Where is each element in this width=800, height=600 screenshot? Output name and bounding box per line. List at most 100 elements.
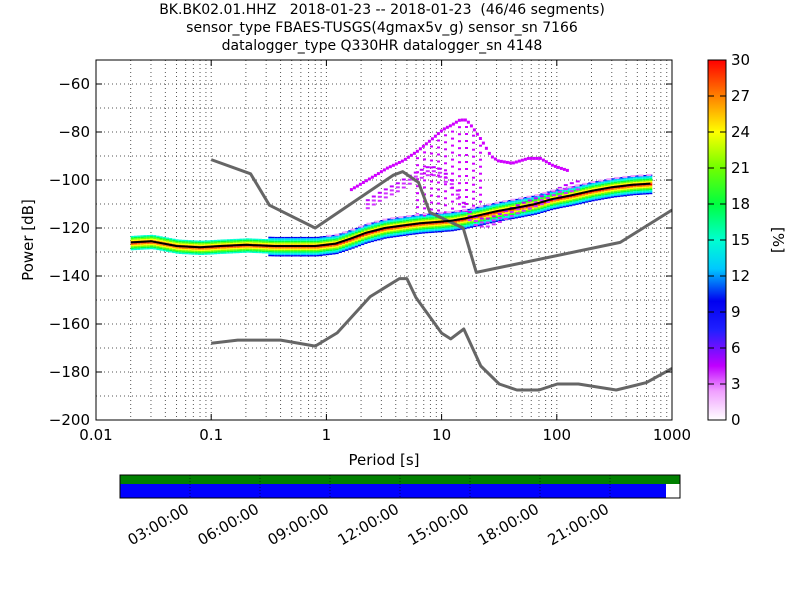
heatmap-cell xyxy=(383,228,387,230)
heatmap-cell xyxy=(303,249,307,252)
heatmap-cell xyxy=(303,253,307,256)
heatmap-cell xyxy=(380,229,384,231)
heatmap-cell xyxy=(594,198,598,200)
y-tick-label: −100 xyxy=(49,171,90,189)
heatmap-cell xyxy=(463,221,467,223)
heatmap-cell xyxy=(503,210,508,212)
heatmap-cell xyxy=(423,158,426,161)
y-tick-label: −80 xyxy=(58,123,90,141)
heatmap-cell xyxy=(524,207,528,209)
heatmap-cell xyxy=(633,189,637,192)
heatmap-cell xyxy=(181,248,186,251)
heatmap-cell xyxy=(181,243,186,246)
heatmap-cell xyxy=(457,222,461,224)
heatmap-cell xyxy=(335,237,339,239)
heatmap-cell xyxy=(156,238,160,240)
heatmap-cell xyxy=(572,195,576,197)
heatmap-cell xyxy=(229,250,234,253)
heatmap-cell xyxy=(458,196,461,199)
heatmap-cell xyxy=(629,187,634,190)
heatmap-cell xyxy=(549,208,554,211)
heatmap-cell xyxy=(185,243,189,246)
heatmap-cell xyxy=(430,208,433,211)
heatmap-cell xyxy=(517,210,522,212)
heatmap-cell xyxy=(594,199,598,201)
heatmap-cell xyxy=(415,218,419,220)
heatmap-cell xyxy=(149,236,154,238)
heatmap-cell xyxy=(146,242,150,245)
heatmap-cell xyxy=(204,252,208,254)
heatmap-cell xyxy=(453,213,458,216)
heatmap-cell xyxy=(463,216,467,218)
heatmap-cell xyxy=(284,238,288,240)
heatmap-cell xyxy=(510,198,516,201)
heatmap-cell xyxy=(508,200,512,202)
heatmap-cell xyxy=(303,238,307,240)
heatmap-cell xyxy=(649,175,653,178)
heatmap-cell xyxy=(348,231,352,233)
heatmap-cell xyxy=(137,235,141,237)
heatmap-cell xyxy=(197,253,202,255)
heatmap-cell xyxy=(476,219,480,222)
heatmap-cell xyxy=(281,252,285,254)
heatmap-cell xyxy=(649,186,653,188)
heatmap-cell xyxy=(649,181,653,183)
heatmap-cell xyxy=(377,195,382,198)
heatmap-cell xyxy=(530,202,534,204)
heatmap-cell xyxy=(306,238,310,240)
heatmap-cell xyxy=(594,185,598,187)
heatmap-cell xyxy=(293,248,298,250)
heatmap-cell xyxy=(639,192,643,194)
heatmap-cell xyxy=(341,249,346,251)
heatmap-cell xyxy=(268,254,272,257)
heatmap-cell xyxy=(213,251,218,253)
heatmap-cell xyxy=(607,190,611,192)
heatmap-cell xyxy=(623,181,627,184)
heatmap-cell xyxy=(271,240,275,243)
heatmap-cell xyxy=(451,179,454,182)
heatmap-cell xyxy=(517,211,522,213)
heatmap-cell xyxy=(636,181,640,184)
heatmap-cell xyxy=(501,205,506,207)
colorbar-tick-label: 6 xyxy=(731,339,741,357)
heatmap-cell xyxy=(444,229,448,231)
heatmap-cell xyxy=(386,222,390,224)
heatmap-cell xyxy=(338,250,342,252)
heatmap-cell xyxy=(588,191,592,193)
heatmap-cell xyxy=(197,251,202,253)
heatmap-cell xyxy=(623,189,627,192)
heatmap-cell xyxy=(444,141,447,144)
heatmap-cell xyxy=(636,179,640,181)
y-tick-label: −120 xyxy=(49,219,90,237)
heatmap-cell xyxy=(229,248,234,250)
heatmap-cell xyxy=(457,213,461,215)
heatmap-cell xyxy=(393,234,397,236)
heatmap-cell xyxy=(465,175,468,177)
heatmap-cell xyxy=(565,199,570,201)
heatmap-cell xyxy=(581,187,586,190)
heatmap-cell xyxy=(501,203,506,206)
heatmap-cell xyxy=(393,222,397,225)
heatmap-cell xyxy=(428,231,432,234)
heatmap-cell xyxy=(268,236,272,239)
heatmap-cell xyxy=(559,192,563,194)
timeline-tick-label: 03:00:00 xyxy=(125,500,192,549)
heatmap-cell xyxy=(551,194,556,197)
heatmap-cell xyxy=(255,238,259,241)
heatmap-cell xyxy=(383,229,387,231)
heatmap-cell xyxy=(332,246,336,248)
heatmap-cell xyxy=(322,250,326,252)
heatmap-cell xyxy=(473,208,477,211)
heatmap-cell xyxy=(543,206,547,209)
heatmap-cell xyxy=(341,236,346,238)
heatmap-cell xyxy=(598,179,604,182)
heatmap-cell xyxy=(549,207,554,209)
heatmap-cell xyxy=(569,198,573,200)
heatmap-cell xyxy=(575,203,579,205)
heatmap-cell xyxy=(293,240,298,243)
heatmap-cell xyxy=(438,211,444,214)
heatmap-cell xyxy=(585,198,589,201)
heatmap-cell xyxy=(607,197,611,199)
heatmap-cell xyxy=(556,202,560,204)
heatmap-cell xyxy=(499,159,503,163)
